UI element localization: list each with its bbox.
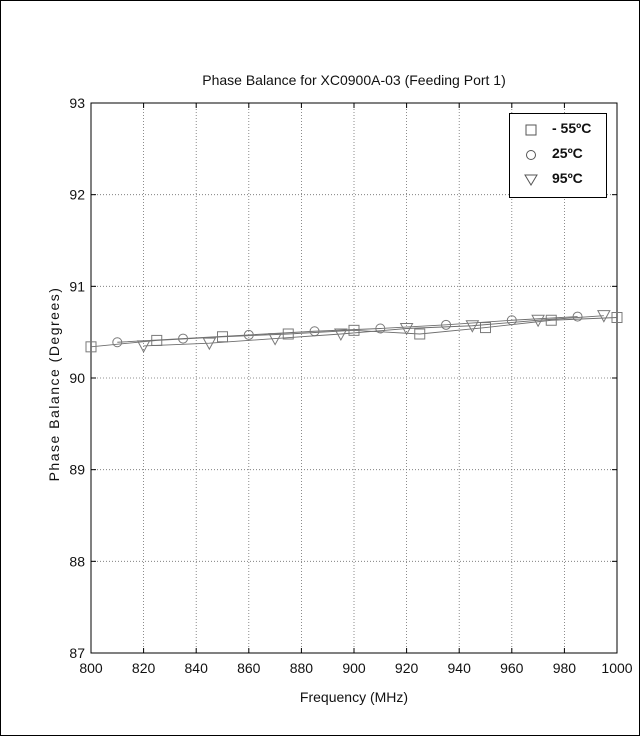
- legend: - 55ºC 25ºC 95ºC: [509, 113, 607, 198]
- x-tick-label: 960: [500, 660, 524, 676]
- x-tick-label: 820: [132, 660, 156, 676]
- y-tick-label: 89: [69, 462, 85, 478]
- triangle-data-point: [136, 340, 151, 353]
- square-data-point: [348, 324, 360, 336]
- square-data-point: [414, 328, 426, 340]
- triangle-down-marker-icon: [524, 174, 538, 186]
- y-tick-label: 87: [69, 645, 85, 661]
- y-tick-label: 88: [69, 553, 85, 569]
- legend-item: 25ºC: [510, 144, 606, 166]
- circle-data-point: [441, 319, 452, 330]
- y-tick-label: 91: [69, 278, 85, 294]
- x-tick-label: 980: [553, 660, 577, 676]
- series-line: [117, 316, 578, 343]
- legend-label: - 55ºC: [552, 120, 592, 136]
- triangle-data-point: [465, 320, 480, 333]
- circle-data-point: [506, 315, 517, 326]
- y-tick-label: 93: [69, 95, 85, 111]
- triangle-data-point: [268, 333, 282, 346]
- x-tick-label: 900: [342, 660, 366, 676]
- triangle-data-point: [399, 323, 414, 336]
- square-data-point: [85, 341, 97, 353]
- x-tick-label: 880: [290, 660, 314, 676]
- x-tick-label: 940: [448, 660, 472, 676]
- square-marker-icon: [525, 124, 537, 136]
- circle-marker-icon: [526, 150, 536, 160]
- x-tick-label: 860: [237, 660, 261, 676]
- triangle-data-point: [531, 314, 545, 328]
- chart-title: Phase Balance for XC0900A-03 (Feeding Po…: [202, 72, 506, 88]
- square-data-point: [611, 312, 623, 323]
- y-tick-label: 92: [69, 187, 85, 203]
- legend-item: - 55ºC: [510, 119, 606, 141]
- triangle-data-point: [597, 310, 611, 323]
- circle-data-point: [112, 337, 123, 348]
- x-tick-label: 1000: [601, 660, 632, 676]
- square-data-point: [545, 314, 557, 326]
- legend-label: 95ºC: [552, 170, 583, 186]
- circle-data-point: [375, 323, 386, 334]
- y-tick-label: 90: [69, 370, 85, 386]
- square-data-point: [480, 322, 491, 334]
- circle-data-point: [309, 326, 320, 337]
- y-axis-label: Phase Balance (Degrees): [46, 286, 62, 482]
- x-axis-label: Frequency (MHz): [299, 689, 409, 705]
- square-data-point: [282, 328, 294, 340]
- circle-data-point: [178, 333, 189, 344]
- legend-label: 25ºC: [552, 145, 583, 161]
- circle-data-point: [243, 329, 254, 340]
- x-tick-label: 920: [395, 660, 419, 676]
- triangle-data-point: [334, 328, 348, 342]
- x-tick-label: 840: [185, 660, 209, 676]
- series-line: [143, 315, 604, 347]
- triangle-data-point: [202, 337, 217, 351]
- x-tick-label: 800: [79, 660, 103, 676]
- legend-item: 95ºC: [510, 169, 606, 191]
- circle-data-point: [572, 311, 583, 322]
